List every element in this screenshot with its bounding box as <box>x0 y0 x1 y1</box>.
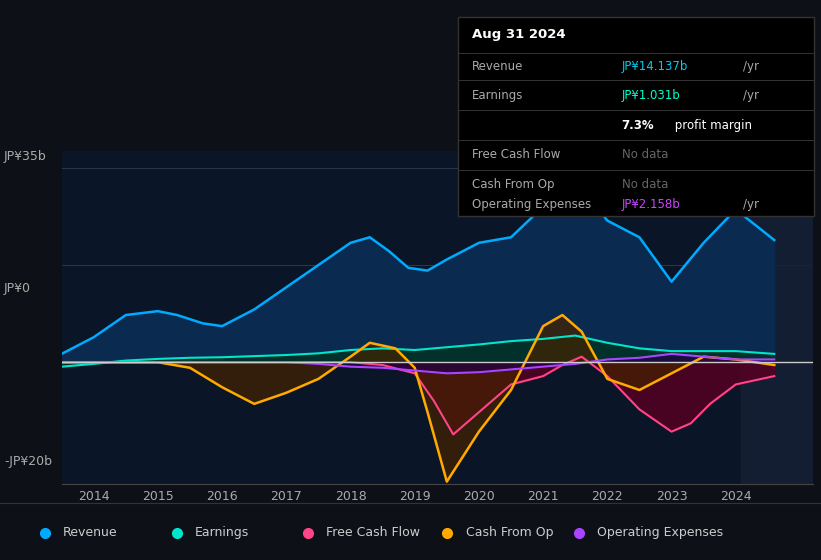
Text: JP¥0: JP¥0 <box>4 282 31 295</box>
Text: JP¥35b: JP¥35b <box>4 150 47 164</box>
Text: JP¥1.031b: JP¥1.031b <box>621 89 681 102</box>
Text: No data: No data <box>621 178 668 192</box>
Text: /yr: /yr <box>742 60 759 73</box>
Text: Revenue: Revenue <box>63 526 118 539</box>
Text: -JP¥20b: -JP¥20b <box>4 455 52 469</box>
Text: /yr: /yr <box>742 89 759 102</box>
Text: Revenue: Revenue <box>472 60 524 73</box>
Text: Earnings: Earnings <box>472 89 524 102</box>
Text: Operating Expenses: Operating Expenses <box>472 198 592 211</box>
Text: Aug 31 2024: Aug 31 2024 <box>472 28 566 41</box>
Text: 7.3%: 7.3% <box>621 119 654 132</box>
Text: /yr: /yr <box>742 198 759 211</box>
Text: Operating Expenses: Operating Expenses <box>597 526 723 539</box>
Text: profit margin: profit margin <box>672 119 752 132</box>
Bar <box>741 151 813 484</box>
Text: No data: No data <box>621 148 668 161</box>
Text: Free Cash Flow: Free Cash Flow <box>326 526 420 539</box>
Text: JP¥2.158b: JP¥2.158b <box>621 198 681 211</box>
Text: Earnings: Earnings <box>195 526 249 539</box>
Text: Free Cash Flow: Free Cash Flow <box>472 148 561 161</box>
Text: JP¥14.137b: JP¥14.137b <box>621 60 688 73</box>
Text: Cash From Op: Cash From Op <box>472 178 555 192</box>
Text: Cash From Op: Cash From Op <box>466 526 553 539</box>
